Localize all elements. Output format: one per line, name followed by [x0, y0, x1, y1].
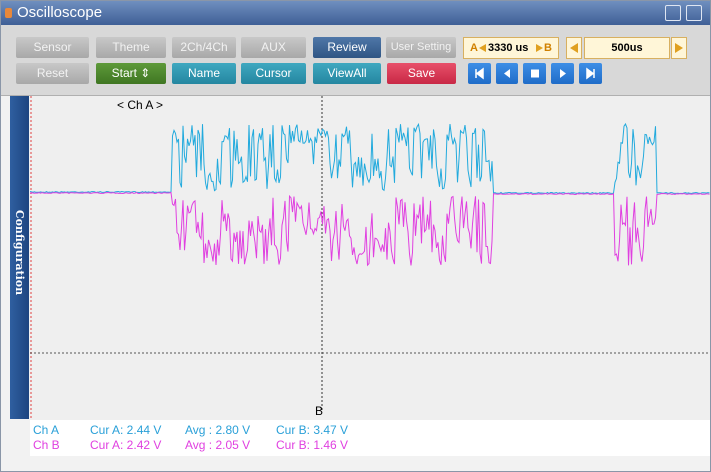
toolbar: Sensor Theme 2Ch/4Ch AUX Review User Set…: [1, 25, 710, 96]
first-button[interactable]: [468, 63, 491, 84]
b-label: B: [544, 42, 552, 54]
sensor-button[interactable]: Sensor: [16, 37, 89, 58]
start-button[interactable]: Start ⇕: [96, 63, 166, 84]
aux-button[interactable]: AUX: [241, 37, 306, 58]
b-arrow[interactable]: [536, 44, 543, 52]
status-ch-a: Ch A: [33, 423, 60, 437]
cursor-label: B: [315, 404, 323, 418]
channel-label: < Ch A >: [117, 98, 163, 112]
app-icon: [5, 8, 12, 18]
configuration-label: Configuration: [13, 209, 26, 296]
status-a-cur-b: Cur B: 3.47 V: [276, 423, 349, 437]
step-left[interactable]: [566, 37, 582, 59]
viewall-button[interactable]: ViewAll: [313, 63, 381, 84]
channel-a-trace: [30, 122, 710, 195]
a-arrow[interactable]: [479, 44, 486, 52]
save-button[interactable]: Save: [387, 63, 456, 84]
review-button[interactable]: Review: [313, 37, 381, 58]
window-title: Oscilloscope: [17, 4, 103, 21]
status-b-cur-a: Cur A: 2.42 V: [90, 438, 162, 452]
status-b-cur-b: Cur B: 1.46 V: [276, 438, 349, 452]
step-right[interactable]: [671, 37, 687, 59]
restore-button[interactable]: [665, 5, 681, 21]
minimize-button[interactable]: [686, 5, 702, 21]
a-label: A: [470, 42, 478, 54]
a-value: 3330 us: [488, 42, 529, 54]
next-button[interactable]: [551, 63, 574, 84]
step-value: 500us: [584, 37, 670, 59]
cursor-control: A 3330 us B: [463, 37, 559, 59]
name-button[interactable]: Name: [172, 63, 236, 84]
prev-button[interactable]: [496, 63, 518, 84]
configuration-tab[interactable]: Configuration: [10, 96, 29, 419]
channel-b-trace: [30, 191, 710, 267]
status-a-avg: Avg : 2.80 V: [185, 423, 251, 437]
theme-button[interactable]: Theme: [96, 37, 166, 58]
reset-button[interactable]: Reset: [16, 63, 89, 84]
user-setting-button[interactable]: User Setting: [386, 37, 456, 58]
plot-area: < Ch A > B: [30, 96, 710, 420]
cursor-button[interactable]: Cursor: [241, 63, 306, 84]
status-b-avg: Avg : 2.05 V: [185, 438, 251, 452]
plot-background: [30, 96, 710, 420]
status-ch-b: Ch B: [33, 438, 60, 452]
stop-button[interactable]: [523, 63, 546, 84]
status-a-cur-a: Cur A: 2.44 V: [90, 423, 162, 437]
last-button[interactable]: [579, 63, 602, 84]
title-bar: Oscilloscope: [1, 1, 710, 25]
channels-button[interactable]: 2Ch/4Ch: [172, 37, 236, 58]
status-panel: Ch A Cur A: 2.44 V Avg : 2.80 V Cur B: 3…: [30, 420, 710, 456]
